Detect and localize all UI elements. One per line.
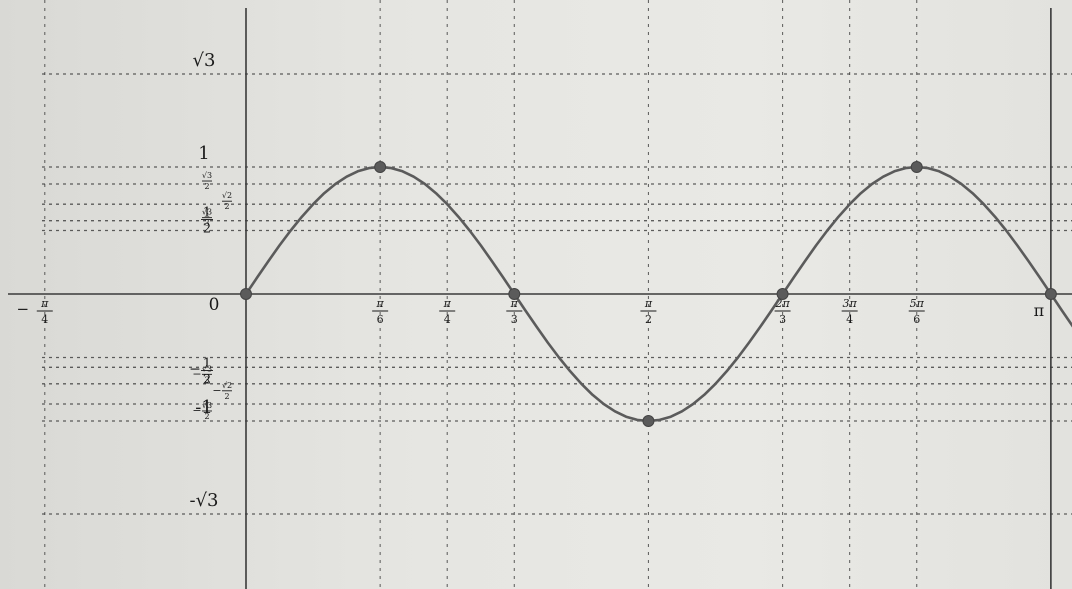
- y-tick-label-sqrt3-3: √33: [202, 208, 212, 228]
- y-tick-label-sqrt3-2-num: √3: [202, 171, 212, 180]
- y-tick-label-sqrt3: -√3: [189, 490, 218, 511]
- y-tick-label-sqrt3: √3: [193, 50, 216, 71]
- y-tick-label-neg-1-2: −12: [189, 357, 213, 388]
- marked-points: [240, 161, 1057, 427]
- x-tick-label-pi-6-num: π: [376, 297, 385, 310]
- y-tick-label-neg-sqrt3-3-num: √3: [202, 364, 212, 373]
- y-tick-label-sqrt2-2-num: √2: [222, 191, 232, 200]
- marked-point-0: [240, 288, 252, 300]
- x-tick-label-neg-pi-4-minus: −: [16, 300, 29, 318]
- marked-point-1: [374, 161, 387, 173]
- x-tick-label-0: 0: [209, 295, 220, 315]
- x-tick-label-5pi-6-den: 6: [913, 313, 920, 326]
- x-tick-label-pi-2-den: 2: [645, 313, 652, 326]
- x-tick-label-5pi-6-num: 5π: [910, 297, 925, 310]
- y-tick-label-sqrt3-3-den: 3: [204, 219, 209, 228]
- y-tick-label-sqrt2-2-den: 2: [224, 202, 229, 211]
- x-tick-label-3pi-4-den: 4: [846, 313, 853, 326]
- marked-point-6: [1044, 288, 1057, 300]
- y-tick-label-neg-1-2-minus: −: [189, 362, 201, 378]
- y-tick-label-1-2: 12: [201, 206, 213, 237]
- x-tick-label-3pi-4: 3π4: [841, 297, 858, 326]
- y-tick-label-neg-sqrt2-2-den: 2: [224, 392, 229, 401]
- y-tick-label-1: -1: [195, 397, 213, 418]
- x-tick-label-pi-text: π: [1034, 301, 1045, 320]
- y-tick-label-neg-sqrt3-2: − √3 2: [192, 401, 212, 421]
- y-tick-label-neg-sqrt3-3-den: 3: [204, 375, 209, 384]
- x-tick-label-pi-3: π3: [506, 297, 523, 326]
- x-tick-label-pi: π: [1034, 301, 1045, 320]
- x-tick-label-pi-4-num: π: [443, 297, 452, 310]
- y-tick-label-neg-sqrt3-2-minus: −: [192, 404, 201, 417]
- y-tick-label-1-text: 1: [198, 143, 209, 164]
- x-tick-label-pi-2: π2: [640, 297, 657, 326]
- y-tick-label-1: 1: [198, 143, 209, 164]
- y-tick-label-sqrt3-2-den: 2: [204, 182, 209, 191]
- y-tick-label-1-2-num: 1: [203, 206, 211, 221]
- y-tick-label-neg-sqrt2-2: − √2 2: [212, 381, 232, 401]
- y-tick-label-1-2-den: 2: [203, 222, 211, 237]
- y-tick-label-neg-sqrt3-3: − √3 3: [192, 364, 212, 384]
- y-tick-label-neg-sqrt3-2-den: 2: [204, 412, 209, 421]
- y-tick-label-neg-1-2-num: 1: [203, 357, 211, 372]
- y-tick-label-1-text: -1: [195, 397, 213, 418]
- x-tick-label-5pi-6: 5π6: [908, 297, 925, 326]
- x-tick-label-2pi-3-den: 3: [779, 313, 786, 326]
- y-tick-label-neg-1-2-den: 2: [203, 373, 211, 388]
- x-tick-labels: −π2−π40π6π4π3π22π33π45π6π7π65π44π33π25π3…: [16, 295, 1045, 326]
- y-tick-label-sqrt3-2: √32: [202, 171, 212, 191]
- y-tick-label-sqrt3-text: √3: [193, 50, 216, 71]
- marked-point-5: [910, 161, 923, 173]
- x-tick-label-3pi-4-num: 3π: [843, 297, 858, 310]
- x-tick-label-pi-2-num: π: [644, 297, 653, 310]
- x-tick-label-pi-3-num: π: [510, 297, 519, 310]
- x-tick-label-neg-pi-4-num: π: [40, 297, 49, 310]
- x-tick-label-pi-3-den: 3: [511, 313, 518, 326]
- x-tick-label-neg-pi-4: − π 4: [16, 297, 53, 326]
- series-line-0: [244, 165, 1072, 423]
- x-tick-label-pi-6: π6: [372, 297, 389, 326]
- y-tick-label-neg-sqrt3-3-minus: −: [192, 367, 201, 380]
- marked-point-4: [776, 288, 789, 300]
- y-tick-label-sqrt3-3-num: √3: [202, 208, 212, 217]
- curve: [244, 165, 1072, 423]
- x-tick-label-pi-4-den: 4: [444, 313, 451, 326]
- y-tick-label-sqrt3-text: -√3: [189, 490, 218, 511]
- x-tick-label-pi-4: π4: [439, 297, 456, 326]
- x-tick-label-0-text: 0: [209, 295, 220, 315]
- y-tick-label-neg-sqrt2-2-num: √2: [222, 381, 232, 390]
- marked-point-3: [642, 415, 655, 427]
- x-tick-label-neg-pi-4-den: 4: [41, 313, 48, 326]
- marked-point-2: [508, 288, 521, 300]
- y-tick-label-neg-sqrt2-2-minus: −: [212, 384, 221, 397]
- x-tick-label-pi-6-den: 6: [377, 313, 384, 326]
- y-tick-label-sqrt2-2: √22: [222, 191, 232, 211]
- y-tick-label-neg-sqrt3-2-num: √3: [202, 401, 212, 410]
